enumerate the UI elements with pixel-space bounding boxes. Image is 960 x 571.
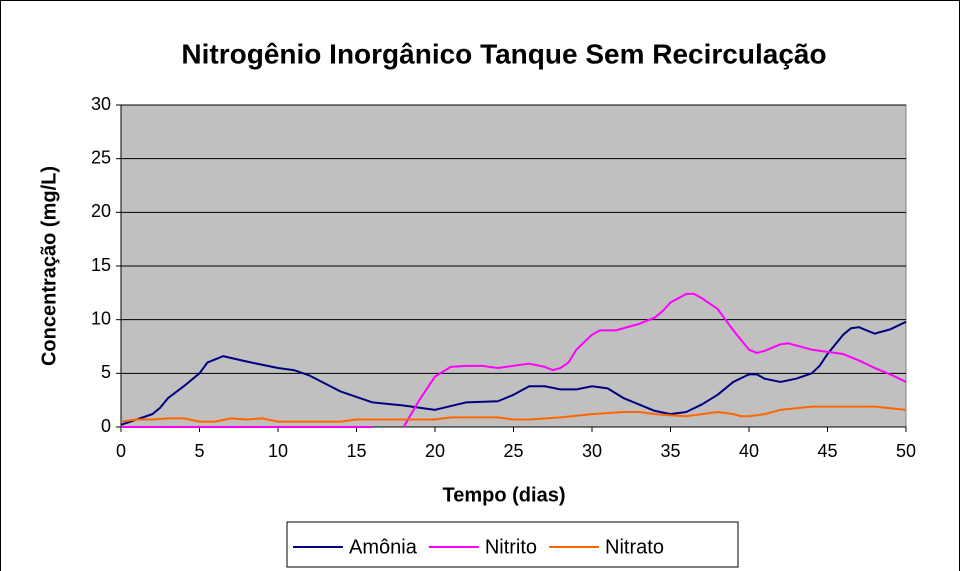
chart-title: Nitrogênio Inorgânico Tanque Sem Recircu… xyxy=(181,38,826,69)
y-tick-label: 25 xyxy=(91,147,111,167)
x-tick-label: 15 xyxy=(346,441,366,461)
x-tick-label: 10 xyxy=(268,441,288,461)
y-tick-label: 5 xyxy=(101,362,111,382)
x-tick-label: 0 xyxy=(116,441,126,461)
x-tick-label: 35 xyxy=(660,441,680,461)
x-tick-label: 20 xyxy=(425,441,445,461)
legend-label: Nitrito xyxy=(485,536,537,558)
y-tick-label: 10 xyxy=(91,308,111,328)
y-tick-label: 0 xyxy=(101,416,111,436)
x-axis-label: Tempo (dias) xyxy=(443,484,566,506)
y-tick-label: 20 xyxy=(91,201,111,221)
x-tick-label: 5 xyxy=(194,441,204,461)
series-line xyxy=(121,292,907,428)
x-tick-label: 45 xyxy=(817,441,837,461)
y-tick-label: 15 xyxy=(91,255,111,275)
y-axis-label: Concentração (mg/L) xyxy=(38,166,60,366)
legend-label: Nitrato xyxy=(605,536,664,558)
y-tick-label: 30 xyxy=(91,94,111,114)
legend-label: Amônia xyxy=(349,536,418,558)
series-line xyxy=(120,405,907,423)
series-line xyxy=(120,320,907,426)
x-tick-label: 40 xyxy=(739,441,759,461)
x-tick-label: 50 xyxy=(896,441,916,461)
x-tick-label: 25 xyxy=(503,441,523,461)
x-tick-label: 30 xyxy=(582,441,602,461)
legend-box xyxy=(286,521,739,568)
